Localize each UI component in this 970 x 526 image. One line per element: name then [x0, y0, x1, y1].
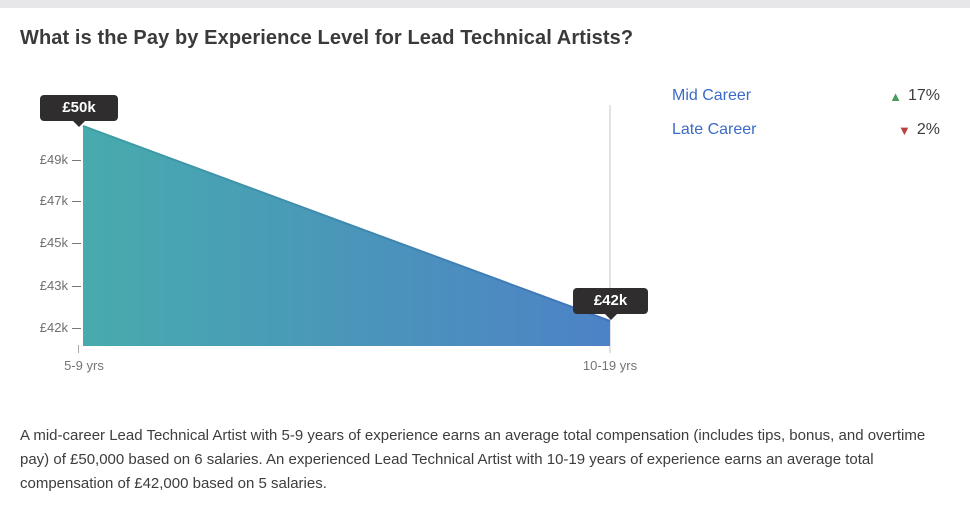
data-point-tooltip-50k: £50k [40, 95, 118, 121]
top-strip [0, 0, 970, 8]
y-tick-label: £43k [39, 278, 68, 293]
x-axis-label-mid-career: 5-9 yrs [64, 358, 104, 373]
area-chart-shape [82, 125, 611, 346]
pay-by-experience-chart[interactable]: £49k £47k £45k £43k £42k 5-9 yrs 10-19 y… [0, 85, 660, 385]
x-axis-label-late-career: 10-19 yrs [582, 358, 638, 373]
percent-change: 2% [916, 121, 940, 138]
legend-value: ▲ 17% [889, 87, 940, 105]
data-point-tooltip-42k: £42k [573, 288, 648, 314]
percent-change: 17% [907, 87, 940, 104]
legend-label: Mid Career [672, 87, 752, 104]
legend: Mid Career ▲ 17% Late Career ▼ 2% [672, 86, 940, 154]
legend-value: ▼ 2% [898, 121, 940, 139]
crosshair-line [609, 105, 611, 353]
legend-row-mid-career: Mid Career ▲ 17% [672, 86, 940, 106]
y-tick-label: £49k [39, 152, 68, 167]
legend-label: Late Career [672, 121, 757, 138]
down-triangle-icon: ▼ [898, 122, 911, 138]
legend-row-late-career: Late Career ▼ 2% [672, 120, 940, 140]
y-tick-mark [72, 160, 81, 161]
y-tick-mark [72, 328, 81, 329]
page-title: What is the Pay by Experience Level for … [20, 27, 634, 49]
y-tick-label: £47k [39, 193, 68, 208]
y-tick-mark [72, 243, 81, 244]
y-tick-mark [72, 201, 81, 202]
y-tick-mark [72, 286, 81, 287]
y-tick-label: £42k [39, 320, 68, 335]
tooltip-value: £50k [62, 99, 96, 116]
description-text: A mid-career Lead Technical Artist with … [20, 427, 926, 492]
x-tick-mark [78, 345, 79, 353]
up-triangle-icon: ▲ [889, 88, 902, 104]
tooltip-value: £42k [593, 292, 628, 309]
y-tick-label: £45k [39, 235, 68, 250]
